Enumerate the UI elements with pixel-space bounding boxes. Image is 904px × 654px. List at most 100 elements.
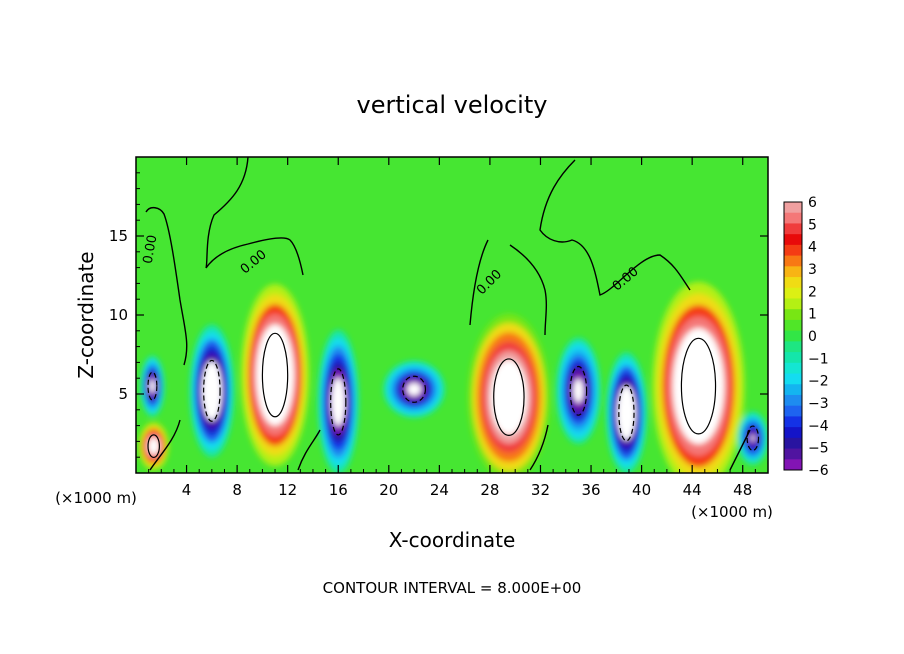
velocity-cell [138, 421, 170, 471]
colorbar-label: −3 [808, 396, 829, 412]
cell-level [151, 382, 154, 390]
colorbar-swatch [784, 373, 802, 385]
contour-line-upper-left [205, 157, 304, 276]
colorbar-label: −4 [808, 418, 829, 434]
x-tick-label: 40 [632, 481, 651, 499]
contour-line-right [539, 159, 691, 296]
colorbar-swatch [784, 437, 802, 450]
contour-line-lower [149, 419, 751, 471]
colorbar-swatch [784, 255, 802, 267]
colorbar: 6 5 4 3 2 1 0 −1 −2 −3 −4 −5 −6 [783, 195, 829, 479]
y-tick-label: 5 [118, 385, 128, 403]
x-tick-label: 32 [531, 481, 550, 499]
cell-level [209, 383, 215, 399]
x-tick-label: 12 [278, 481, 297, 499]
colorbar-frame [783, 201, 803, 471]
cell-level [624, 406, 629, 420]
negative-contour [147, 371, 158, 401]
contour-line-zero [145, 207, 188, 366]
x-tick-label: 44 [683, 481, 702, 499]
x-tick-label: 28 [480, 481, 499, 499]
colorbar-swatch [784, 277, 802, 289]
velocity-cell [189, 324, 235, 458]
x-tick-label: 20 [379, 481, 398, 499]
x-tick-label: 24 [430, 481, 449, 499]
positive-contour [147, 434, 160, 459]
colorbar-swatch [784, 287, 802, 299]
x-axis-label: X-coordinate [389, 528, 516, 552]
cell-level [693, 374, 704, 398]
x-scale-note-left: (×1000 m) [55, 489, 137, 507]
negative-contour [746, 425, 760, 452]
colorbar-swatch [784, 223, 802, 235]
x-tick-label: 8 [232, 481, 242, 499]
x-tick-label: 48 [733, 481, 752, 499]
colorbar-label: 0 [808, 329, 817, 345]
cell-level [504, 387, 514, 407]
colorbar-swatch [784, 266, 802, 278]
velocity-cell [317, 329, 359, 473]
velocity-cell [467, 313, 550, 473]
colorbar-swatch [784, 416, 802, 428]
x-tick-label: 4 [182, 481, 192, 499]
negative-contour [569, 365, 588, 416]
velocity-cell [737, 411, 768, 465]
colorbar-swatch [784, 234, 802, 246]
y-tick-label: 10 [109, 306, 128, 324]
colorbar-swatch [784, 459, 802, 471]
y-axis: 5 10 15 [109, 172, 768, 458]
colorbar-swatch [784, 405, 802, 417]
colorbar-label: −2 [808, 374, 829, 390]
velocity-cell [140, 355, 165, 417]
cell-level [335, 393, 341, 410]
positive-contour [493, 358, 525, 436]
colorbar-swatch [784, 384, 802, 396]
colorbar-swatch [784, 448, 802, 460]
velocity-cell [240, 284, 310, 467]
contour-interval-note: CONTOUR INTERVAL = 8.000E+00 [323, 579, 582, 597]
colorbar-swatch [784, 244, 802, 257]
x-axis: 4 8 12 16 20 24 28 32 36 40 44 48 [148, 157, 756, 499]
colorbar-label: −1 [808, 351, 829, 367]
positive-contour [261, 332, 289, 418]
heatmap-field: 0.00 0.000.00 0.00 [136, 157, 768, 473]
cell-level [151, 443, 156, 449]
cell-level [751, 435, 755, 442]
zero-contours [145, 157, 760, 471]
chart-title: vertical velocity [357, 91, 548, 119]
x-tick-label: 36 [581, 481, 600, 499]
colorbar-swatch [784, 202, 802, 214]
colorbar-swatch [784, 341, 802, 353]
colorbar-label: −6 [808, 463, 829, 479]
cell-level [410, 386, 418, 393]
colorbar-label: 5 [808, 217, 817, 233]
x-tick-label: 16 [329, 481, 348, 499]
colorbar-swatch [784, 427, 802, 439]
negative-contour [330, 368, 347, 436]
y-axis-label: Z-coordinate [74, 251, 98, 378]
colorbar-swatch [784, 394, 802, 407]
colorbar-swatch [784, 309, 802, 321]
colorbar-swatch [784, 319, 802, 332]
velocity-cell [652, 281, 745, 473]
negative-contour [203, 359, 221, 422]
cell-level [575, 384, 581, 397]
velocity-cell [605, 352, 647, 473]
x-scale-note-right: (×1000 m) [691, 503, 773, 521]
colorbar-label: 4 [808, 240, 817, 256]
colorbar-swatch [784, 352, 802, 364]
negative-contour [618, 384, 635, 442]
negative-contour [402, 375, 427, 403]
colorbar-label: 1 [808, 307, 817, 323]
positive-contour [680, 337, 717, 435]
velocity-cell [383, 360, 445, 418]
colorbar-swatch [784, 362, 802, 375]
colorbar-swatch [784, 298, 802, 310]
colorbar-swatch [784, 212, 802, 224]
colorbar-swatch [784, 330, 802, 342]
colorbar-label: 2 [808, 284, 817, 300]
cell-level [271, 364, 279, 386]
y-tick-label: 15 [109, 227, 128, 245]
contour-label: 0.00 [141, 234, 161, 265]
